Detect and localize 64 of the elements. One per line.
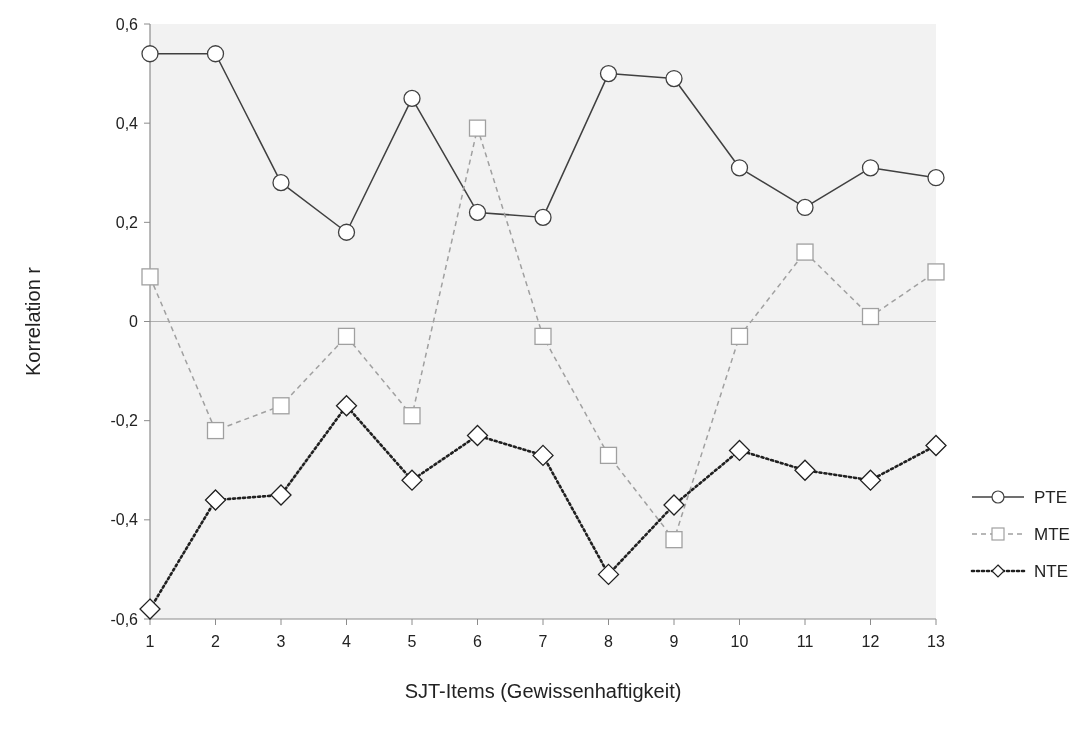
point	[401, 469, 423, 491]
point	[861, 307, 880, 326]
x-tick-label: 2	[211, 633, 221, 650]
point	[337, 223, 356, 241]
y-tick-label: 0	[129, 313, 139, 331]
legend-label: PTE	[1034, 487, 1068, 507]
point	[466, 424, 489, 447]
point	[861, 159, 880, 177]
y-tick-label: -0,4	[110, 511, 139, 529]
x-tick-label: 13	[927, 633, 945, 650]
point	[468, 203, 487, 222]
point	[730, 159, 749, 177]
point	[728, 439, 751, 462]
x-tick-label: 3	[276, 633, 286, 650]
point	[599, 64, 618, 83]
x-tick-label: 7	[538, 633, 548, 650]
x-axis-title: SJT-Items (Gewissenhaftigkeit)	[404, 680, 682, 702]
point	[468, 119, 487, 137]
point	[927, 263, 945, 281]
point	[272, 397, 290, 415]
x-tick-label: 10	[730, 633, 749, 650]
legend-label: NTE	[1034, 561, 1068, 581]
point	[663, 494, 685, 516]
y-tick-label: 0,4	[115, 114, 139, 132]
x-tick-label: 11	[796, 633, 814, 650]
y-tick-label: -0,6	[110, 610, 139, 628]
x-tick-label: 8	[604, 633, 614, 650]
y-axis-title: Korrelation r	[22, 266, 44, 376]
point	[141, 268, 159, 286]
point	[206, 421, 225, 440]
point	[337, 327, 356, 346]
y-tick-label: 0,6	[115, 15, 139, 33]
point	[272, 174, 290, 192]
point	[927, 169, 945, 187]
point	[403, 89, 421, 108]
point	[335, 395, 358, 417]
point	[403, 407, 421, 425]
point	[794, 459, 816, 481]
point	[599, 446, 618, 465]
point	[859, 469, 882, 491]
y-tick-label: -0,2	[110, 412, 139, 430]
x-tick-label: 9	[669, 633, 679, 650]
x-tick-label: 4	[342, 633, 352, 650]
point	[796, 243, 814, 261]
point	[730, 327, 749, 346]
x-tick-label: 5	[407, 633, 417, 650]
y-tick-label: 0,2	[115, 213, 139, 231]
x-tick-label: 1	[145, 633, 155, 650]
point	[597, 563, 620, 586]
point	[534, 327, 552, 346]
point	[534, 208, 552, 227]
point	[270, 484, 292, 506]
point	[204, 489, 227, 511]
point	[532, 444, 554, 467]
x-tick-label: 6	[473, 633, 483, 650]
legend-label: MTE	[1034, 524, 1070, 544]
point	[796, 198, 814, 217]
point	[139, 598, 161, 620]
point	[925, 434, 947, 457]
x-tick-label: 12	[861, 633, 880, 650]
point	[206, 45, 225, 63]
point	[141, 45, 159, 63]
point	[665, 531, 683, 549]
point	[665, 69, 683, 88]
